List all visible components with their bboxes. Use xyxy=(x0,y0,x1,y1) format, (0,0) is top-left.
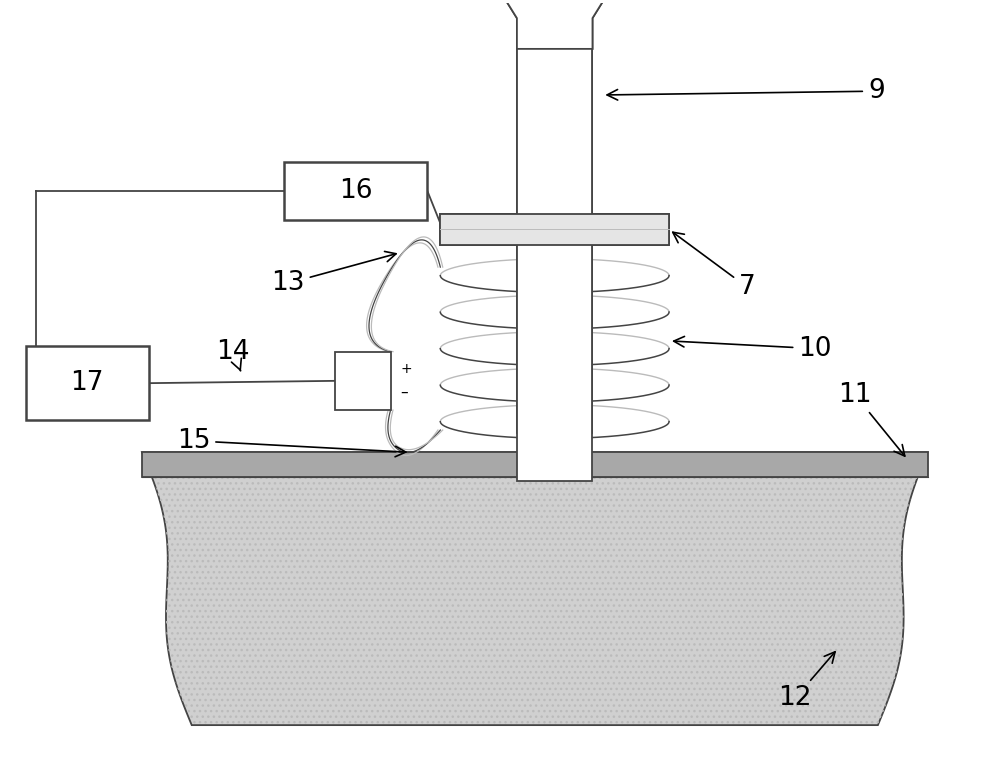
Polygon shape xyxy=(505,0,604,49)
Text: 10: 10 xyxy=(674,336,832,361)
Text: 7: 7 xyxy=(673,232,755,300)
Text: 9: 9 xyxy=(607,78,885,104)
Text: 16: 16 xyxy=(339,178,373,204)
Bar xyxy=(26,346,149,420)
Text: 17: 17 xyxy=(71,370,104,396)
Bar xyxy=(440,214,669,245)
Bar xyxy=(517,49,592,433)
Text: +: + xyxy=(401,362,412,376)
Text: 13: 13 xyxy=(271,252,396,296)
Text: –: – xyxy=(401,385,408,400)
Polygon shape xyxy=(505,0,604,49)
Bar xyxy=(440,214,669,245)
Polygon shape xyxy=(142,452,928,477)
Bar xyxy=(284,162,427,221)
Bar xyxy=(335,351,391,410)
Polygon shape xyxy=(142,452,928,725)
Text: 15: 15 xyxy=(177,428,406,457)
Text: 14: 14 xyxy=(217,340,250,371)
Bar xyxy=(517,14,592,481)
Text: 11: 11 xyxy=(838,382,905,456)
Text: 12: 12 xyxy=(778,652,835,711)
